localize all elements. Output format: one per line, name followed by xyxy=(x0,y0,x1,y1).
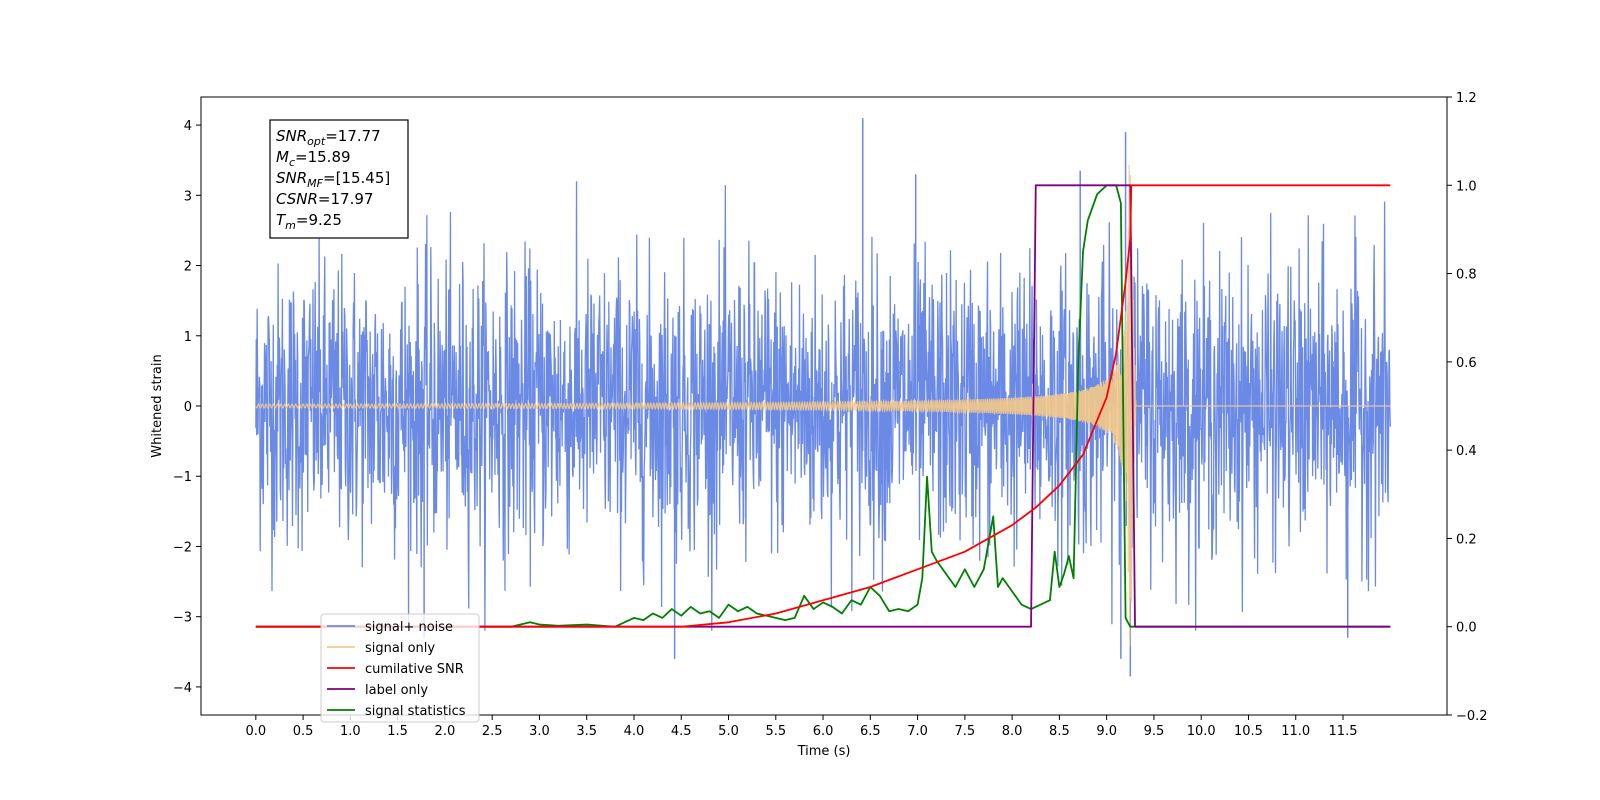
x-tick-label: 8.0 xyxy=(1002,724,1023,739)
y-left-tick-label: 4 xyxy=(184,119,192,134)
x-axis-label: Time (s) xyxy=(797,744,851,759)
signal-noise-line xyxy=(255,181,1391,631)
y-right-tick-label: 1.2 xyxy=(1456,91,1477,106)
x-tick-label: 3.5 xyxy=(576,724,597,739)
x-tick-label: 7.0 xyxy=(907,724,928,739)
y-left-tick-label: 1 xyxy=(184,330,192,345)
legend-label: cumilative SNR xyxy=(365,662,464,677)
x-tick-label: 7.5 xyxy=(955,724,976,739)
label-only-line xyxy=(255,184,1391,628)
x-tick-label: 1.0 xyxy=(340,724,361,739)
legend-label: signal only xyxy=(365,641,435,656)
annotation-line: SNRMF=[15.45] xyxy=(276,169,390,190)
x-tick-label: 11.5 xyxy=(1329,724,1358,739)
x-tick-label: 9.0 xyxy=(1096,724,1117,739)
annotation-line: Mc=15.89 xyxy=(276,148,351,169)
x-tick-label: 2.0 xyxy=(435,724,456,739)
x-tick-label: 4.5 xyxy=(671,724,692,739)
x-tick-label: 11.0 xyxy=(1281,724,1310,739)
right-axis-series xyxy=(255,184,1391,628)
x-tick-label: 8.5 xyxy=(1049,724,1070,739)
y-left-tick-label: 2 xyxy=(184,260,192,275)
legend-label: signal statistics xyxy=(365,704,466,719)
signal-only-line xyxy=(255,164,1391,647)
legend-frame xyxy=(320,613,480,723)
y-left-tick-label: 3 xyxy=(184,189,192,204)
y-right-tick-label: 0.6 xyxy=(1456,356,1477,371)
x-tick-label: 2.5 xyxy=(482,724,503,739)
x-tick-label: 10.0 xyxy=(1187,724,1216,739)
y-right-tick-label: 0.8 xyxy=(1456,268,1477,283)
y-right-tick-label: −0.2 xyxy=(1456,709,1488,724)
annotation-line: Tm=9.25 xyxy=(276,211,342,232)
legend-label: label only xyxy=(365,683,428,698)
x-tick-label: 9.5 xyxy=(1144,724,1165,739)
y-left-tick-label: −3 xyxy=(173,611,192,626)
signal-only-series xyxy=(255,164,1391,647)
y-right-tick-label: 1.0 xyxy=(1456,179,1477,194)
y-left-tick-label: −2 xyxy=(173,540,192,555)
x-tick-label: 3.0 xyxy=(529,724,550,739)
y-right-tick-label: 0.0 xyxy=(1456,621,1477,636)
x-tick-label: 0.0 xyxy=(245,724,266,739)
y-left-tick-label: −1 xyxy=(173,470,192,485)
signal-noise-series xyxy=(255,118,1391,677)
x-tick-label: 5.0 xyxy=(718,724,739,739)
y-right-tick-label: 0.2 xyxy=(1456,532,1477,547)
y-left-tick-label: 0 xyxy=(184,400,192,415)
y-axis-left: 4 3 2 1 0 −1 −2 −3 −4 xyxy=(173,119,201,696)
x-tick-label: 6.0 xyxy=(813,724,834,739)
y-axis-label: Whitened strain xyxy=(150,354,165,457)
stats-annotation-box: SNRopt=17.77Mc=15.89SNRMF=[15.45]CSNR=17… xyxy=(269,119,409,239)
x-axis: 0.0 0.5 1.0 1.5 2.0 2.5 3.0 3.5 4.0 4.5 5.0 5.5 6.0 6… xyxy=(245,715,1357,739)
y-right-tick-label: 0.4 xyxy=(1456,444,1477,459)
legend-label: signal+ noise xyxy=(365,620,453,635)
annotation-line: CSNR=17.97 xyxy=(276,190,373,208)
x-tick-label: 10.5 xyxy=(1234,724,1263,739)
y-axis-right: 1.2 1.0 0.8 0.6 0.4 0.2 0.0 −0.2 xyxy=(1447,91,1488,724)
annotation-frame xyxy=(269,119,409,239)
x-tick-label: 0.5 xyxy=(293,724,314,739)
signal-statistics-line xyxy=(255,184,1391,628)
legend: signal+ noise signal only cumilative SNR la… xyxy=(320,613,480,723)
x-tick-label: 4.0 xyxy=(624,724,645,739)
y-left-tick-label: −4 xyxy=(173,681,192,696)
x-tick-label: 5.5 xyxy=(765,724,786,739)
cumilative-snr-line xyxy=(255,184,1391,628)
x-tick-label: 1.5 xyxy=(387,724,408,739)
x-tick-label: 6.5 xyxy=(860,724,881,739)
annotation-line: SNRopt=17.77 xyxy=(276,127,381,148)
